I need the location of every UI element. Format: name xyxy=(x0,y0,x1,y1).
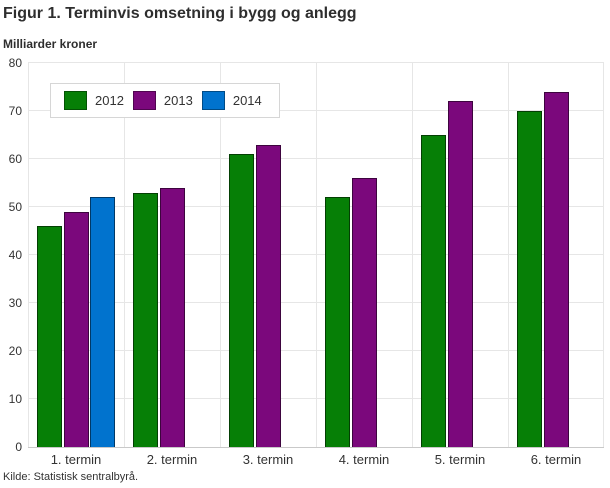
x-tick-label: 4. termin xyxy=(338,452,390,467)
legend-label: 2013 xyxy=(163,93,193,108)
bar-2012-1[interactable] xyxy=(37,226,62,447)
legend-item-2012[interactable]: 2012 xyxy=(64,91,124,110)
gridline-vertical xyxy=(124,63,125,447)
gridline-vertical xyxy=(508,63,509,447)
y-tick-label: 60 xyxy=(8,152,22,166)
gridline-vertical xyxy=(220,63,221,447)
x-tick-label: 2. termin xyxy=(146,452,198,467)
legend-item-2014[interactable]: 2014 xyxy=(201,91,262,110)
y-tick-label: 0 xyxy=(15,440,22,454)
bar-2013-4[interactable] xyxy=(351,178,377,447)
y-tick-label: 50 xyxy=(8,200,22,214)
bar-2012-5[interactable] xyxy=(421,135,446,447)
x-tick-label: 3. termin xyxy=(242,452,294,467)
bar-2013-3[interactable] xyxy=(255,145,281,447)
chart-subtitle: Milliarder kroner xyxy=(3,37,98,51)
y-tick-label: 40 xyxy=(8,248,22,262)
plot-area xyxy=(28,62,604,448)
gridline-vertical xyxy=(316,63,317,447)
y-tick-label: 20 xyxy=(8,344,22,358)
bar-2012-6[interactable] xyxy=(517,111,542,447)
bar-2012-4[interactable] xyxy=(325,197,350,447)
bar-2012-3[interactable] xyxy=(229,154,254,447)
source-note: Kilde: Statistisk sentralbyrå. xyxy=(3,471,139,483)
legend-swatch-2012 xyxy=(64,91,87,110)
x-tick-label: 5. termin xyxy=(434,452,486,467)
chart-title: Figur 1. Terminvis omsetning i bygg og a… xyxy=(3,5,357,22)
bar-2013-1[interactable] xyxy=(63,212,89,447)
y-tick-label: 80 xyxy=(8,56,22,70)
gridline-vertical xyxy=(603,63,604,447)
x-tick-label: 6. termin xyxy=(530,452,582,467)
chart-legend: 2012 2013 2014 xyxy=(50,83,280,118)
bar-2012-2[interactable] xyxy=(133,193,158,447)
legend-swatch-2014 xyxy=(201,91,225,110)
legend-label: 2012 xyxy=(95,93,124,108)
y-tick-label: 70 xyxy=(8,104,22,118)
bar-2013-2[interactable] xyxy=(159,188,185,447)
y-tick-label: 30 xyxy=(8,296,22,310)
legend-swatch-2013 xyxy=(132,91,156,110)
bar-2013-6[interactable] xyxy=(543,92,569,447)
y-tick-label: 10 xyxy=(8,392,22,406)
bar-2014-1[interactable] xyxy=(90,197,115,447)
legend-item-2013[interactable]: 2013 xyxy=(132,91,193,110)
gridline-vertical xyxy=(28,63,29,447)
bar-2013-5[interactable] xyxy=(447,101,473,447)
legend-label: 2014 xyxy=(232,93,262,108)
gridline-vertical xyxy=(412,63,413,447)
x-tick-label: 1. termin xyxy=(50,452,102,467)
gridline-horizontal xyxy=(28,62,604,63)
